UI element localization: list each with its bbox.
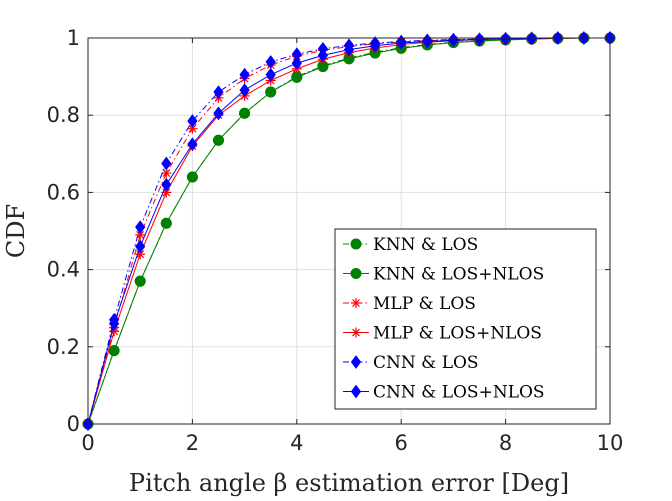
data-point — [317, 48, 329, 63]
data-point — [265, 86, 277, 98]
legend-label: CNN & LOS+NLOS — [373, 383, 545, 403]
legend-marker — [350, 355, 362, 369]
data-point — [135, 239, 146, 254]
legend: KNN & LOS KNN & LOS+NLOS MLP & LOS MLP & LO… — [334, 228, 597, 410]
legend-marker — [350, 268, 362, 279]
y-tick-labels: 0 0.2 0.4 0.6 0.8 1 — [47, 26, 80, 436]
x-axis-label: Pitch angle β estimation error [Deg] — [129, 469, 569, 497]
y-tick-label: 0.6 — [47, 180, 80, 204]
legend-item: CNN & LOS+NLOS — [343, 383, 545, 403]
legend-item: MLP & LOS+NLOS — [343, 324, 542, 344]
data-point — [239, 83, 250, 97]
x-tick-labels: 0 2 4 6 8 10 — [81, 431, 623, 455]
y-tick-label: 0.8 — [47, 103, 80, 127]
data-point — [265, 67, 276, 82]
series-cnn-los-nlos — [82, 31, 616, 431]
x-tick-label: 4 — [290, 431, 303, 455]
legend-marker — [351, 327, 361, 338]
data-point — [187, 114, 198, 128]
legend-marker — [350, 238, 362, 250]
data-point — [161, 168, 172, 179]
legend-item: KNN & LOS — [343, 235, 478, 255]
legend-box — [334, 228, 597, 410]
legend-label: KNN & LOS+NLOS — [373, 265, 544, 285]
data-point — [108, 316, 120, 331]
x-tick-label: 10 — [597, 431, 624, 455]
legend-label: MLP & LOS+NLOS — [373, 324, 542, 344]
data-point — [396, 36, 407, 50]
data-point — [369, 38, 381, 53]
x-tick-label: 8 — [499, 431, 512, 455]
legend-label: MLP & LOS — [373, 294, 476, 314]
x-tick-label: 2 — [186, 431, 199, 455]
data-point — [213, 106, 224, 121]
legend-label: KNN & LOS — [373, 235, 478, 255]
data-point — [343, 42, 355, 57]
x-tick-label: 0 — [81, 431, 94, 455]
legend-item: CNN & LOS — [343, 353, 479, 373]
y-axis-label: CDF — [2, 204, 30, 258]
axes-frame — [87, 37, 611, 425]
y-tick-label: 0 — [67, 412, 80, 436]
y-tick-label: 0.2 — [47, 335, 80, 359]
data-point — [108, 345, 120, 357]
ticks — [87, 37, 611, 425]
data-point — [291, 56, 302, 70]
data-point — [135, 220, 146, 234]
data-point — [186, 171, 198, 183]
x-tick-label: 6 — [395, 431, 408, 455]
data-point — [239, 67, 250, 82]
series-layer — [82, 31, 616, 431]
data-point — [187, 137, 198, 151]
legend-marker — [350, 384, 362, 399]
legend-marker — [351, 298, 361, 308]
y-tick-label: 1 — [67, 26, 80, 50]
data-point — [161, 177, 172, 192]
data-point — [213, 85, 224, 99]
y-tick-label: 0.4 — [47, 258, 80, 282]
data-point — [239, 107, 251, 119]
data-point — [161, 156, 172, 171]
data-point — [213, 134, 224, 146]
data-point — [134, 275, 146, 287]
legend-label: CNN & LOS — [373, 353, 479, 373]
legend-item: MLP & LOS — [343, 294, 476, 314]
legend-item: KNN & LOS+NLOS — [343, 265, 544, 285]
data-point — [160, 217, 172, 229]
